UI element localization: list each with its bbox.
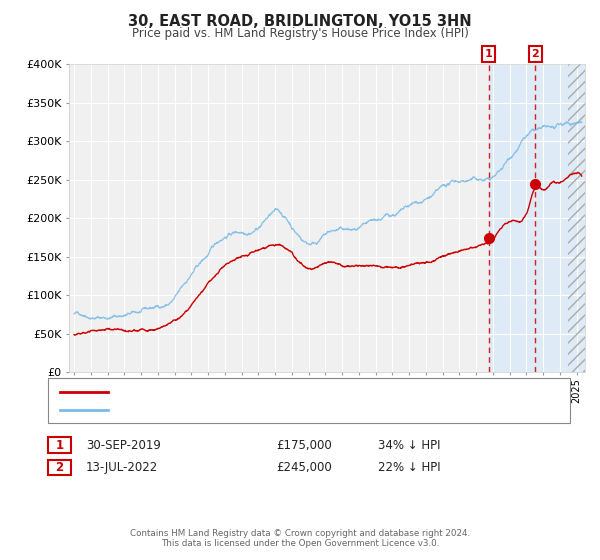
- Text: Price paid vs. HM Land Registry's House Price Index (HPI): Price paid vs. HM Land Registry's House …: [131, 27, 469, 40]
- Text: 30-SEP-2019: 30-SEP-2019: [86, 438, 161, 452]
- Bar: [568, 64, 585, 372]
- Text: 2: 2: [55, 461, 64, 474]
- Text: 13-JUL-2022: 13-JUL-2022: [86, 461, 158, 474]
- Text: 1: 1: [55, 438, 64, 452]
- Text: £245,000: £245,000: [276, 461, 332, 474]
- Text: HPI: Average price, detached house, East Riding of Yorkshire: HPI: Average price, detached house, East…: [114, 405, 430, 416]
- Text: This data is licensed under the Open Government Licence v3.0.: This data is licensed under the Open Gov…: [161, 539, 439, 548]
- Text: £175,000: £175,000: [276, 438, 332, 452]
- Text: Contains HM Land Registry data © Crown copyright and database right 2024.: Contains HM Land Registry data © Crown c…: [130, 529, 470, 538]
- Text: 30, EAST ROAD, BRIDLINGTON, YO15 3HN: 30, EAST ROAD, BRIDLINGTON, YO15 3HN: [128, 14, 472, 29]
- Text: 2: 2: [532, 49, 539, 59]
- Text: 34% ↓ HPI: 34% ↓ HPI: [378, 438, 440, 452]
- Text: 30, EAST ROAD, BRIDLINGTON, YO15 3HN (detached house): 30, EAST ROAD, BRIDLINGTON, YO15 3HN (de…: [114, 387, 426, 397]
- Text: 22% ↓ HPI: 22% ↓ HPI: [378, 461, 440, 474]
- Bar: [568, 64, 585, 372]
- Bar: [488, 64, 585, 372]
- Text: 1: 1: [485, 49, 493, 59]
